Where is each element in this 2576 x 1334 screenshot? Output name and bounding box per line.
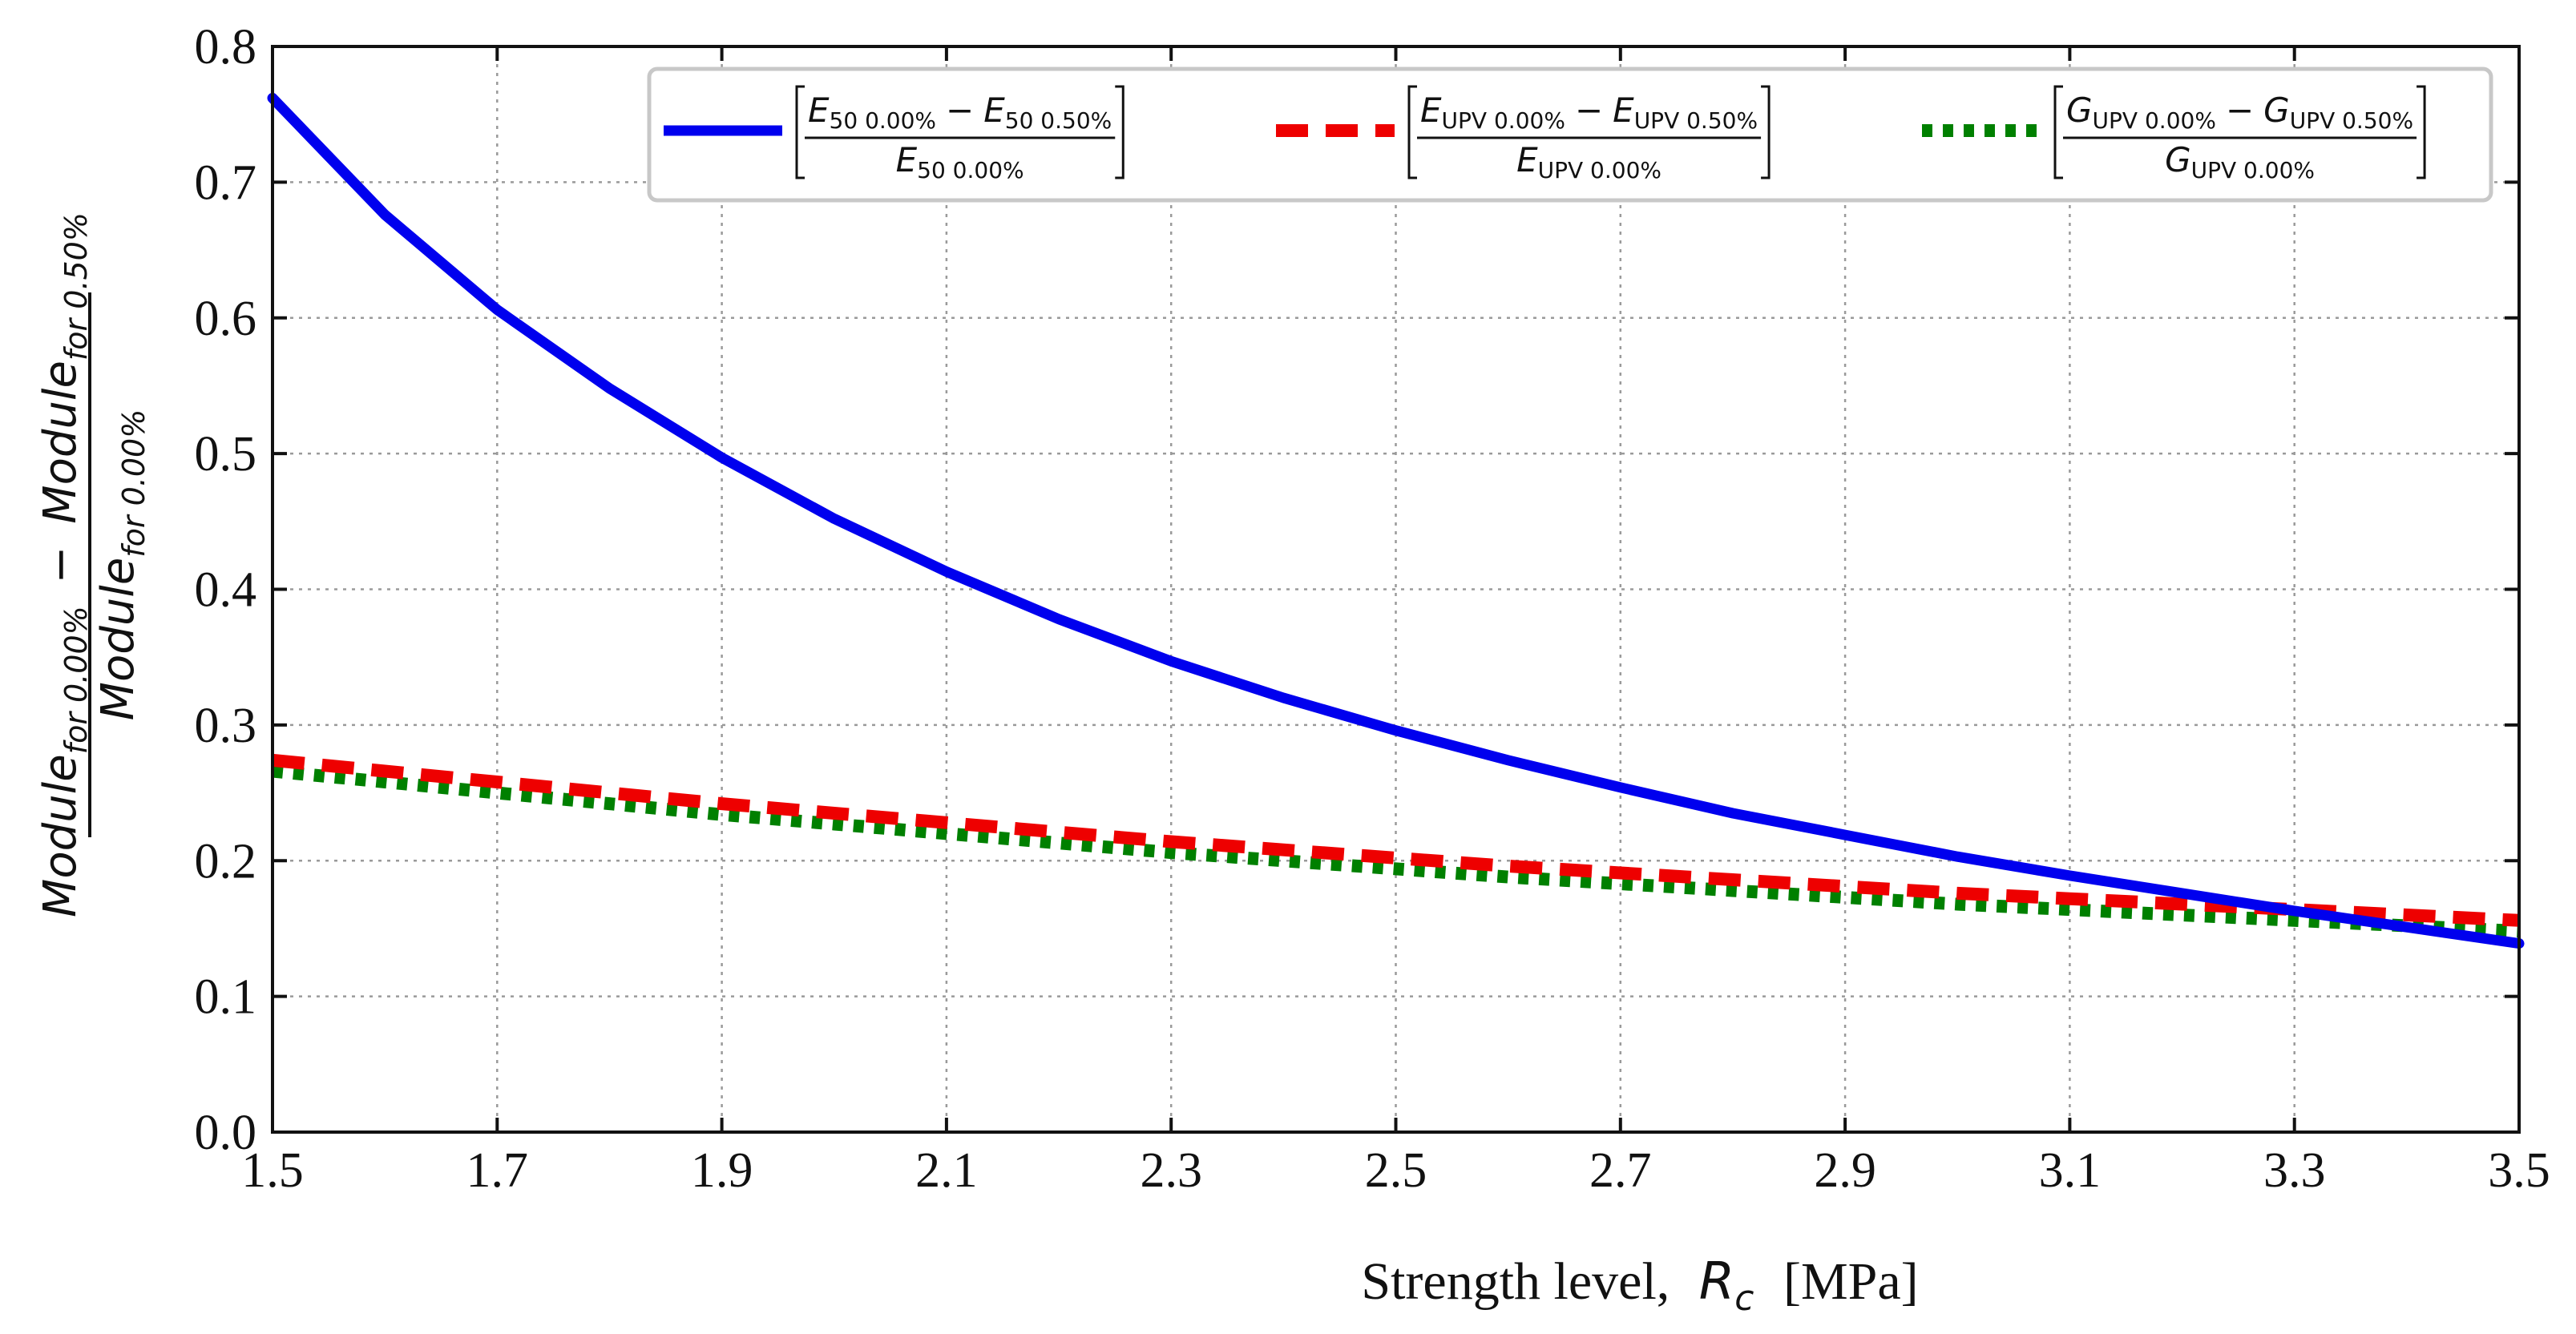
- x-tick-label: 3.3: [2263, 1143, 2326, 1198]
- legend-denominator: GUPV 0.00%: [2165, 140, 2315, 183]
- legend-term: E: [1613, 91, 1634, 130]
- legend-sub: UPV 0.00%: [1442, 107, 1565, 134]
- legend-term: E: [1420, 91, 1442, 130]
- legend-numerator: GUPV 0.00% − GUPV 0.50%: [2066, 91, 2413, 134]
- legend-bracket-left: [795, 85, 805, 179]
- y-numerator-sub1: for 0.00%: [59, 606, 94, 754]
- legend-sub: UPV 0.00%: [2093, 107, 2216, 134]
- x-tick-label: 1.9: [691, 1143, 753, 1198]
- legend-term: G: [2263, 91, 2290, 130]
- legend: E50 0.00% − E50 0.50%E50 0.00%EUPV 0.00% − E…: [647, 66, 2493, 203]
- x-tick-label: 2.9: [1814, 1143, 1876, 1198]
- legend-numerator: E50 0.00% − E50 0.50%: [808, 91, 1112, 134]
- x-axis-symbol-sub: c: [1734, 1278, 1754, 1319]
- legend-term: E: [808, 91, 830, 130]
- x-tick-label: 3.1: [2039, 1143, 2102, 1198]
- y-numerator-minus: −: [34, 546, 87, 584]
- x-axis-unit: [MPa]: [1783, 1252, 1919, 1311]
- x-tick-label: 3.5: [2488, 1143, 2550, 1198]
- x-tick-label: 2.7: [1589, 1143, 1652, 1198]
- x-tick-label: 1.7: [466, 1143, 529, 1198]
- y-tick-label: 0.7: [195, 155, 257, 210]
- legend-bracket-left: [1407, 85, 1417, 179]
- x-axis-title-text: Strength level,: [1361, 1252, 1670, 1311]
- svg-text:Modulefor 0.00% −: Modulefor 0.00% − Modulefor 0.50%: [34, 212, 98, 917]
- y-denominator-sub: for 0.00%: [116, 409, 151, 558]
- x-axis-title: Strength level, Rc [MPa]: [1361, 1252, 1918, 1322]
- y-tick-label: 0.4: [195, 563, 257, 618]
- legend-sub: UPV 0.00%: [2191, 157, 2315, 183]
- ticks: [271, 45, 2521, 1134]
- legend-term: E: [1516, 140, 1538, 179]
- series-line-gupv: [272, 764, 2520, 938]
- legend-term: G: [2066, 91, 2093, 130]
- legend-sub: UPV 0.50%: [1634, 107, 1758, 134]
- tick-labels: 1.5 1.7 1.9 2.1 2.3 2.5 2.7 2.9 3.1 3.3 3.5 0.0 0.1 0…: [195, 20, 2550, 1198]
- legend-box: [647, 66, 2493, 203]
- legend-sub: 50 0.00%: [917, 157, 1024, 183]
- y-tick-label: 0.5: [195, 427, 257, 482]
- legend-sub: 50 0.50%: [1005, 107, 1112, 134]
- legend-term: E: [983, 91, 1005, 130]
- y-axis-title: Modulefor 0.00% − Modulefor 0.50% Module…: [34, 212, 151, 917]
- y-tick-label: 0.2: [195, 834, 257, 889]
- legend-minus: −: [1575, 91, 1603, 130]
- legend-minus: −: [2226, 91, 2254, 130]
- legend-formula: GUPV 0.00% − GUPV 0.50%GUPV 0.00%: [2053, 85, 2426, 183]
- legend-bracket-right: [1115, 85, 1124, 179]
- x-tick-label: 1.5: [241, 1143, 304, 1198]
- legend-bracket-right: [1761, 85, 1770, 179]
- svg-text:Modulefor 0.00%: Modulefor 0.00%: [92, 409, 151, 721]
- series-line-eupv: [272, 753, 2520, 927]
- legend-bracket-right: [2417, 85, 2426, 179]
- y-tick-label: 0.8: [195, 20, 257, 75]
- legend-denominator: EUPV 0.00%: [1516, 140, 1661, 183]
- legend-formula: E50 0.00% − E50 0.50%E50 0.00%: [795, 85, 1124, 183]
- y-tick-label: 0.6: [195, 292, 257, 346]
- legend-term: E: [896, 140, 918, 179]
- y-tick-label: 0.0: [195, 1106, 257, 1160]
- legend-minus: −: [946, 91, 974, 130]
- series-group: [267, 92, 2525, 949]
- legend-formula: EUPV 0.00% − EUPV 0.50%EUPV 0.00%: [1407, 85, 1770, 183]
- y-denominator-term: Module: [92, 558, 144, 721]
- legend-numerator: EUPV 0.00% − EUPV 0.50%: [1420, 91, 1758, 134]
- legend-sub: UPV 0.00%: [1538, 157, 1661, 183]
- legend-term: G: [2165, 140, 2191, 179]
- x-tick-label: 2.3: [1140, 1143, 1202, 1198]
- x-tick-label: 2.5: [1365, 1143, 1427, 1198]
- y-tick-label: 0.3: [195, 699, 257, 753]
- y-tick-label: 0.1: [195, 970, 257, 1025]
- y-numerator-term2: Module: [34, 361, 87, 524]
- y-numerator-sub2: for 0.50%: [59, 212, 94, 361]
- x-tick-label: 2.1: [915, 1143, 978, 1198]
- y-numerator-term1: Module: [34, 754, 87, 917]
- legend-sub: 50 0.00%: [830, 107, 936, 134]
- legend-denominator: E50 0.00%: [896, 140, 1024, 183]
- series-line-e50: [267, 92, 2525, 949]
- grid: [271, 45, 2521, 1134]
- legend-sub: UPV 0.50%: [2290, 107, 2413, 134]
- x-axis-symbol: R: [1699, 1252, 1734, 1312]
- legend-bracket-left: [2053, 85, 2063, 179]
